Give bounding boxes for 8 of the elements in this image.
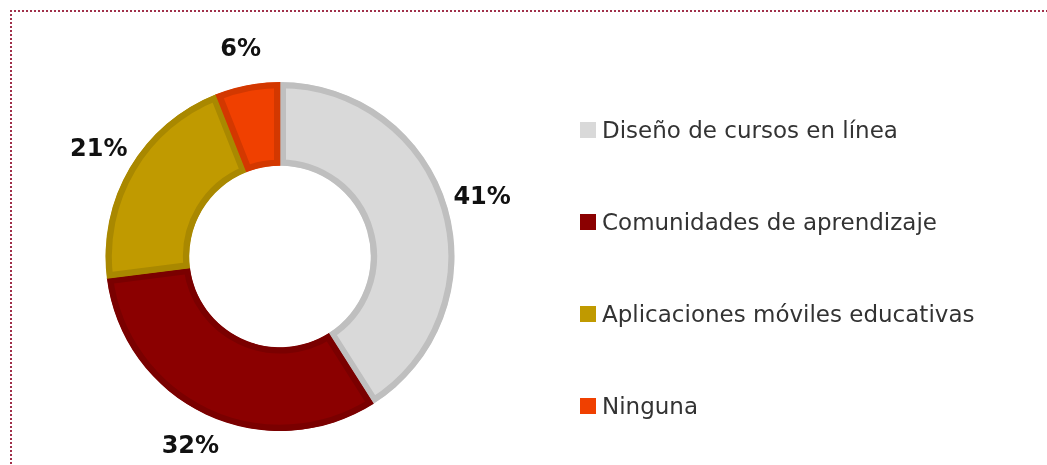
data-label: 41%	[453, 182, 511, 211]
legend-label: Ninguna	[602, 393, 699, 419]
data-label: 21%	[70, 133, 128, 162]
legend-label: Comunidades de aprendizaje	[602, 209, 937, 235]
data-label: 6%	[220, 33, 261, 62]
legend-label: Diseño de cursos en línea	[602, 117, 898, 143]
data-label: 32%	[161, 431, 220, 460]
legend-label: Aplicaciones móviles educativas	[602, 301, 975, 327]
